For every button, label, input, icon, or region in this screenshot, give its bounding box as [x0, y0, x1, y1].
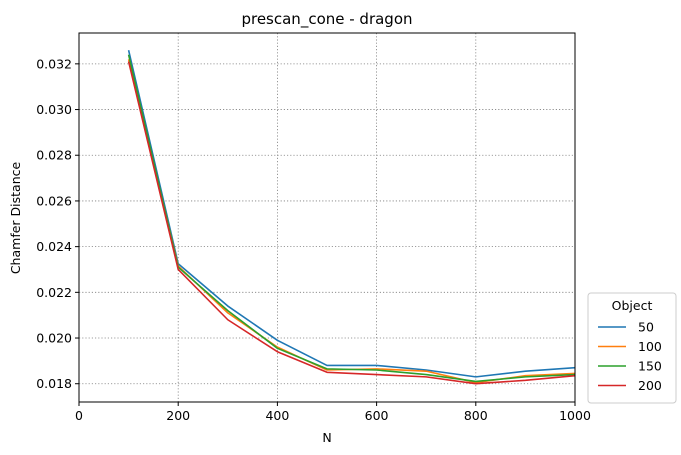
y-tick-label: 0.030	[36, 102, 72, 117]
y-axis-ticks: 0.018 0.020 0.022 0.024 0.026 0.028 0.030 0.032	[36, 56, 79, 391]
y-tick-label: 0.022	[36, 285, 72, 300]
legend-label-100: 100	[638, 339, 662, 354]
y-tick-label: 0.024	[36, 239, 72, 254]
legend-box	[587, 292, 677, 404]
legend: Object 50 100 150 200	[587, 292, 677, 404]
plot-frame	[78, 32, 576, 403]
series-lines	[127, 49, 576, 385]
x-tick-label: 1000	[559, 408, 591, 423]
x-tick-label: 400	[265, 408, 289, 423]
y-tick-label: 0.020	[36, 331, 72, 346]
x-axis-label: N	[322, 430, 331, 445]
x-tick-label: 200	[166, 408, 190, 423]
grid-lines	[78, 33, 576, 402]
y-tick-label: 0.018	[36, 376, 72, 391]
legend-label-200: 200	[638, 378, 662, 393]
y-tick-label: 0.028	[36, 148, 72, 163]
x-tick-label: 800	[464, 408, 488, 423]
legend-label-50: 50	[638, 320, 654, 335]
series-line-200	[127, 61, 576, 385]
x-axis-ticks: 0 200 400 600 800 1000	[75, 402, 591, 423]
y-tick-label: 0.032	[36, 56, 72, 71]
y-tick-label: 0.026	[36, 193, 72, 208]
series-line-50	[127, 49, 576, 378]
x-tick-label: 600	[365, 408, 389, 423]
x-tick-label: 0	[75, 408, 83, 423]
legend-label-150: 150	[638, 359, 662, 374]
y-axis-label: Chamfer Distance	[8, 162, 23, 275]
chart-title: prescan_cone - dragon	[241, 10, 412, 29]
series-line-100	[127, 59, 576, 384]
series-line-150	[127, 54, 576, 383]
legend-items: 50 100 150 200	[598, 320, 662, 393]
legend-title: Object	[612, 298, 653, 313]
